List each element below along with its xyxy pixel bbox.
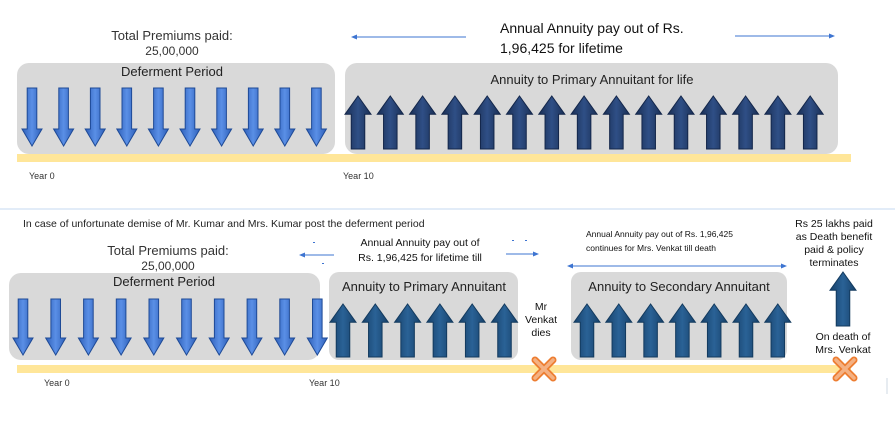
arrow-down-icon [12,298,34,356]
arrow-up-icon [425,303,454,358]
death-benefit-arrow [829,271,857,327]
mr-venkat-line1: Mr [535,301,548,313]
bottom-continue-arrow [567,263,787,269]
top-left-arrow [351,34,466,40]
mr-venkat-line2: Venkat [525,314,557,326]
arrow-up-icon [361,303,390,358]
arrow-down-icon [241,298,263,356]
top-annuity-line2: 1,96,425 for lifetime [500,40,623,56]
bottom-caption: In case of unfortunate demise of Mr. Kum… [23,218,425,230]
mrs-venkat-cross-icon [832,356,858,382]
arrow-up-icon [490,303,519,358]
arrow-down-icon [175,298,198,356]
bottom-year10: Year 10 [309,378,340,388]
arrow-down-icon [147,87,170,147]
top-year10: Year 10 [343,171,374,181]
death-benefit-line2: as Death benefit [796,231,873,243]
arrow-up-icon [731,95,760,150]
arrow-down-icon [77,298,100,356]
arrow-up-icon [634,95,663,150]
arrow-up-icon [668,303,697,358]
arrow-up-icon [440,95,469,150]
bottom-down-arrows [12,298,329,356]
top-premiums-label: Total Premiums paid: [111,28,232,43]
death-benefit-line4: terminates [809,257,858,269]
arrow-up-icon [604,303,633,358]
bottom-annuity-line2: Rs. 1,96,425 for lifetime till [358,252,482,264]
bottom-secondary-label: Annuity to Secondary Annuitant [588,279,770,294]
arrow-up-icon [537,95,566,150]
arrow-down-icon [208,298,231,356]
top-up-arrows [344,95,825,150]
arrow-down-icon [44,298,67,356]
top-annuity-line1: Annual Annuity pay out of Rs. [500,20,684,36]
arrow-up-icon [667,95,695,150]
arrow-up-icon [408,95,437,150]
mr-venkat-cross-icon [531,356,557,382]
arrow-up-icon [829,271,857,327]
top-right-arrow [735,33,835,39]
arrow-up-icon [393,303,422,358]
arrow-up-icon [505,95,534,150]
arrow-up-icon [763,95,792,150]
arrow-up-icon [732,303,760,358]
arrow-down-icon [110,298,132,356]
arrow-up-icon [636,303,665,358]
bottom-right-arrow [506,251,539,257]
arrow-up-icon [763,303,792,358]
bottom-annuity-line1: Annual Annuity pay out of [360,237,479,249]
arrow-down-icon [115,87,138,147]
arrow-down-icon [242,87,265,147]
top-down-arrows [21,87,328,147]
top-timeline [17,154,851,162]
bottom-timeline [17,365,851,373]
arrow-down-icon [273,87,296,147]
arrow-up-icon [376,95,405,150]
arrow-up-icon [344,95,372,150]
bottom-small-ticks [313,240,527,264]
arrow-up-icon [329,303,357,358]
arrow-down-icon [179,87,201,147]
arrow-down-icon [21,87,43,147]
bottom-premiums-label: Total Premiums paid: [107,243,228,258]
on-death-line1: On death of [816,331,871,343]
arrow-up-icon [699,95,728,150]
arrow-down-icon [306,298,329,356]
bottom-left-arrow [299,252,334,258]
mr-venkat-line3: dies [531,327,550,339]
bottom-continue-line1: Annual Annuity pay out of Rs. 1,96,425 [586,229,733,239]
arrow-down-icon [273,298,296,356]
arrow-up-icon [458,303,487,358]
arrow-up-icon [570,95,599,150]
bottom-continue-line2: continues for Mrs. Venkat till death [586,243,716,253]
arrow-down-icon [52,87,75,147]
arrow-down-icon [210,87,233,147]
arrow-down-icon [142,298,165,356]
arrow-up-icon [573,303,601,358]
death-benefit-line3: paid & policy [804,244,864,256]
arrow-up-icon [796,95,825,150]
arrow-down-icon [305,87,328,147]
top-year0: Year 0 [29,171,55,181]
bottom-secondary-arrows [573,303,792,358]
bottom-year0: Year 0 [44,378,70,388]
bottom-primary-label: Annuity to Primary Annuitant [342,279,506,294]
top-premiums-value: 25,00,000 [145,44,199,58]
arrow-up-icon [700,303,729,358]
on-death-line2: Mrs. Venkat [815,344,871,356]
top-primary-life-label: Annuity to Primary Annuitant for life [490,72,693,87]
arrow-up-icon [602,95,631,150]
bottom-primary-arrows [329,303,519,358]
arrow-up-icon [473,95,502,150]
bottom-premiums-value: 25,00,000 [141,259,195,273]
death-benefit-line1: Rs 25 lakhs paid [795,218,873,230]
bottom-deferment-label: Deferment Period [113,274,215,289]
top-deferment-label: Deferment Period [121,64,223,79]
arrow-down-icon [84,87,107,147]
